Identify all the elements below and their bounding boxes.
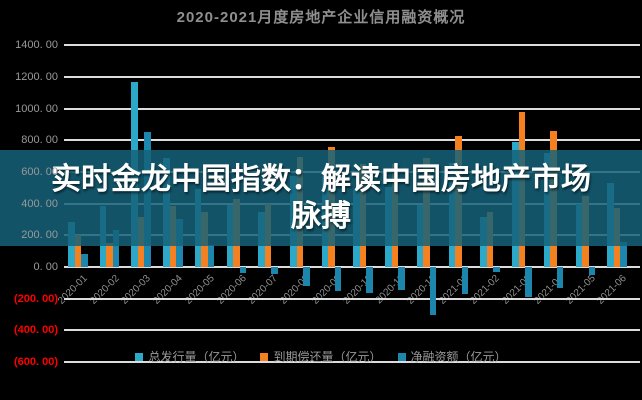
bar bbox=[74, 235, 81, 267]
bar bbox=[303, 267, 310, 287]
bar bbox=[493, 267, 500, 273]
legend-label: 总发行量（亿元） bbox=[148, 350, 245, 364]
overlay-banner: 实时金龙中国指数：解读中国房地产市场 脉搏 bbox=[0, 150, 642, 246]
y-axis-label: 600. 00 bbox=[21, 165, 58, 178]
y-axis-label: (200. 00) bbox=[13, 292, 58, 305]
gridline bbox=[64, 139, 640, 142]
bar bbox=[112, 229, 120, 267]
y-axis-label: 1400. 00 bbox=[15, 39, 58, 52]
bar bbox=[366, 267, 373, 294]
legend-swatch bbox=[135, 352, 144, 361]
y-axis-label: 1200. 00 bbox=[15, 70, 58, 83]
bar bbox=[525, 267, 532, 298]
y-axis-label: 1000. 00 bbox=[15, 102, 58, 115]
gridline bbox=[64, 329, 640, 332]
bar bbox=[429, 267, 437, 315]
gridline bbox=[64, 107, 640, 110]
bar bbox=[106, 243, 113, 267]
bar bbox=[556, 267, 564, 289]
gridline bbox=[64, 297, 640, 300]
legend-swatch bbox=[260, 352, 269, 361]
legend-item: 净融资额（亿元） bbox=[397, 348, 507, 365]
legend-label: 到期偿还量（亿元） bbox=[273, 350, 382, 364]
bar bbox=[207, 244, 215, 267]
legend-swatch bbox=[397, 352, 406, 361]
overlay-banner-line1: 实时金龙中国指数：解读中国房地产市场 bbox=[51, 163, 591, 196]
bar bbox=[620, 242, 627, 267]
bar bbox=[271, 267, 278, 275]
chart-legend: 总发行量（亿元） 到期偿还量（亿元） 净融资额（亿元） bbox=[0, 348, 642, 365]
bar bbox=[239, 267, 247, 274]
bar bbox=[461, 267, 469, 294]
bar bbox=[588, 267, 596, 275]
gridline bbox=[64, 75, 640, 78]
overlay-banner-line2: 脉搏 bbox=[291, 200, 351, 233]
y-axis-label: (600. 00) bbox=[13, 356, 58, 369]
bar bbox=[334, 267, 342, 291]
bar bbox=[398, 267, 405, 290]
gridline bbox=[64, 266, 640, 268]
y-axis-label: 800. 00 bbox=[21, 134, 58, 147]
y-axis-label: (400. 00) bbox=[13, 324, 58, 337]
legend-label: 净融资额（亿元） bbox=[410, 350, 507, 364]
y-axis-label: 400. 00 bbox=[21, 197, 58, 210]
legend-item: 到期偿还量（亿元） bbox=[260, 348, 382, 365]
gridline bbox=[64, 44, 640, 47]
bar bbox=[81, 253, 88, 267]
gridline bbox=[64, 361, 640, 364]
y-axis-label: 0. 00 bbox=[33, 261, 58, 273]
chart-title: 2020-2021月度房地产企业信用融资概况 bbox=[176, 9, 466, 26]
y-axis-label: 200. 00 bbox=[21, 229, 58, 242]
legend-item: 总发行量（亿元） bbox=[135, 348, 244, 365]
